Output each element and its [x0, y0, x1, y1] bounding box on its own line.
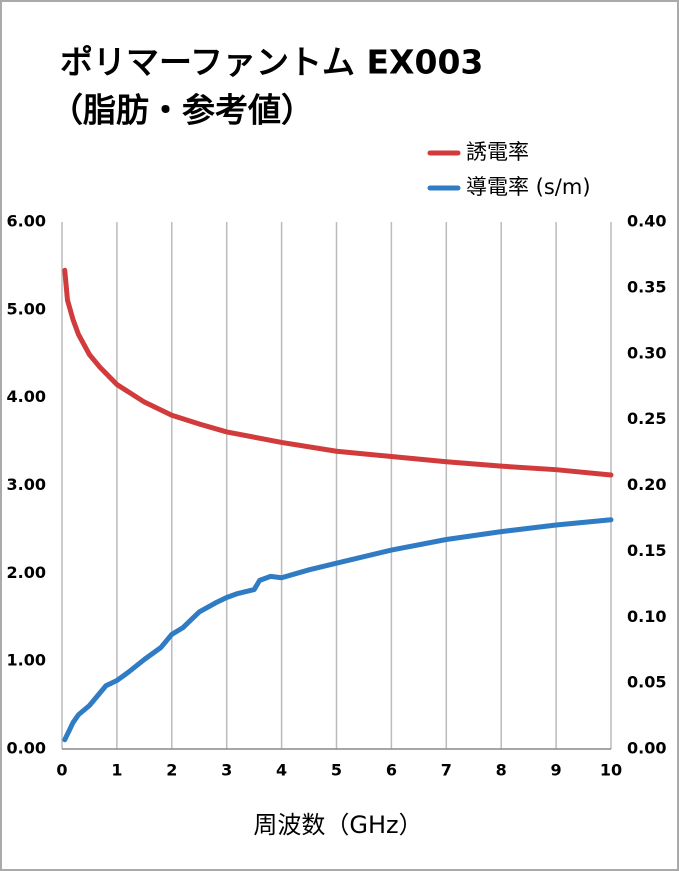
series-line — [62, 517, 614, 743]
x-tick-label: 6 — [386, 761, 397, 780]
y2-tick-label: 0.40 — [627, 212, 666, 231]
x-tick-label: 4 — [276, 761, 287, 780]
x-tick-label: 10 — [600, 761, 622, 780]
y-tick-label: 2.00 — [7, 563, 46, 582]
x-tick-label: 8 — [496, 761, 507, 780]
y2-tick-label: 0.10 — [627, 607, 666, 626]
x-tick-label: 3 — [221, 761, 232, 780]
y-tick-label: 4.00 — [7, 387, 46, 406]
y2-tick-label: 0.20 — [627, 475, 666, 494]
x-tick-label: 7 — [441, 761, 452, 780]
chart-title: ポリマーファントム EX003 — [60, 43, 483, 82]
y2-tick-label: 0.30 — [627, 343, 666, 362]
y2-tick-label: 0.00 — [627, 739, 666, 758]
y2-tick-label: 0.15 — [627, 541, 666, 560]
x-tick-label: 1 — [111, 761, 122, 780]
chart-subtitle: （脂肪・参考値） — [50, 91, 314, 130]
y-tick-label: 3.00 — [7, 475, 46, 494]
y-tick-label: 6.00 — [7, 212, 46, 231]
y-tick-label: 5.00 — [7, 299, 46, 318]
y-tick-label: 0.00 — [7, 739, 46, 758]
x-tick-label: 2 — [166, 761, 177, 780]
y2-tick-label: 0.25 — [627, 409, 666, 428]
y2-tick-label: 0.35 — [627, 277, 666, 296]
x-tick-label: 0 — [56, 761, 67, 780]
legend-label: 導電率 (s/m) — [466, 175, 591, 199]
series-line — [62, 267, 614, 478]
y-tick-label: 1.00 — [7, 651, 46, 670]
y2-tick-label: 0.05 — [627, 673, 666, 692]
x-tick-label: 9 — [551, 761, 562, 780]
x-axis-label: 周波数（GHz） — [253, 811, 422, 839]
x-tick-label: 5 — [331, 761, 342, 780]
legend-label: 誘電率 — [466, 140, 529, 164]
